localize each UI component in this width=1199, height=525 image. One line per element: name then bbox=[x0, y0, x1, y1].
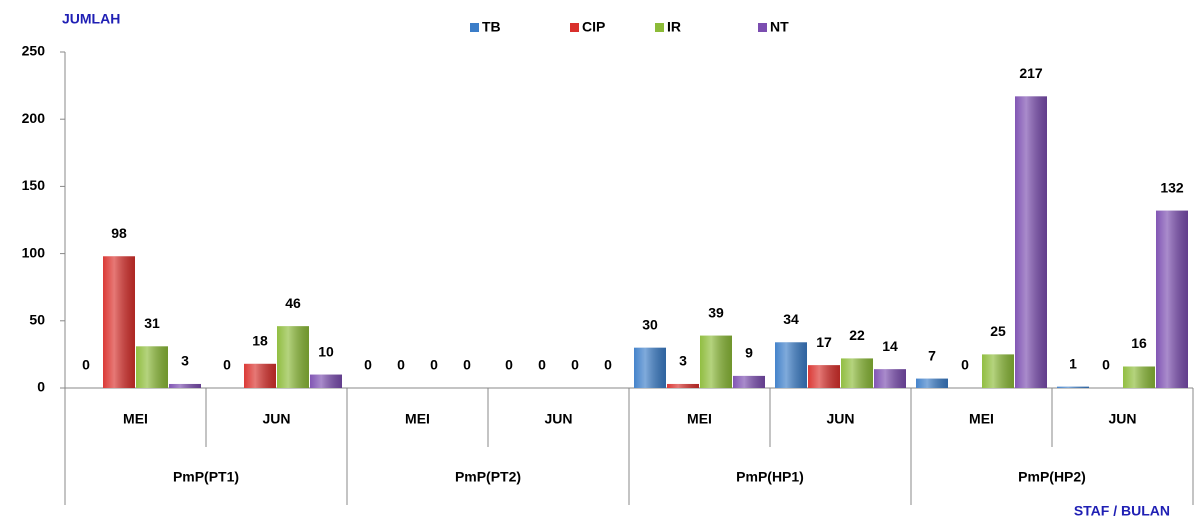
group-label: PmP(HP2) bbox=[1018, 469, 1086, 485]
data-label: 0 bbox=[397, 357, 405, 373]
legend-label: IR bbox=[667, 19, 681, 35]
legend-swatch bbox=[655, 23, 664, 32]
group-label: PmP(PT1) bbox=[173, 469, 239, 485]
x-tick-label: MEI bbox=[969, 411, 994, 427]
data-label: 25 bbox=[990, 323, 1006, 339]
bar-shine bbox=[700, 335, 732, 388]
data-label: 3 bbox=[679, 353, 687, 369]
data-label: 1 bbox=[1069, 355, 1077, 371]
data-label: 14 bbox=[882, 338, 898, 354]
legend-label: TB bbox=[482, 19, 501, 35]
legend-swatch bbox=[570, 23, 579, 32]
x-tick-label: JUN bbox=[544, 411, 572, 427]
data-label: 0 bbox=[961, 357, 969, 373]
bar-shine bbox=[244, 363, 276, 388]
group-label: PmP(HP1) bbox=[736, 469, 804, 485]
group-label: PmP(PT2) bbox=[455, 469, 521, 485]
y-tick-label: 100 bbox=[22, 244, 46, 260]
data-label: 0 bbox=[223, 357, 231, 373]
y-tick-label: 0 bbox=[37, 379, 45, 395]
data-label: 98 bbox=[111, 225, 127, 241]
x-tick-label: MEI bbox=[405, 411, 430, 427]
bar-shine bbox=[841, 358, 873, 388]
bar-shine bbox=[169, 383, 201, 388]
data-label: 0 bbox=[463, 357, 471, 373]
data-label: 0 bbox=[505, 357, 513, 373]
bar-shine bbox=[277, 326, 309, 388]
legend-swatch bbox=[758, 23, 767, 32]
bar-shine bbox=[634, 347, 666, 388]
data-label: 34 bbox=[783, 311, 799, 327]
data-label: 16 bbox=[1131, 335, 1147, 351]
bar-shine bbox=[103, 256, 135, 388]
y-tick-label: 150 bbox=[22, 177, 46, 193]
bar-shine bbox=[916, 378, 948, 388]
x-tick-label: MEI bbox=[123, 411, 148, 427]
y-tick-label: 200 bbox=[22, 110, 46, 126]
data-label: 46 bbox=[285, 295, 301, 311]
bar-shine bbox=[1015, 96, 1047, 389]
data-label: 0 bbox=[571, 357, 579, 373]
data-label: 22 bbox=[849, 327, 865, 343]
bar-shine bbox=[775, 342, 807, 388]
bar-shine bbox=[1123, 366, 1155, 388]
data-label: 0 bbox=[364, 357, 372, 373]
y-tick-label: 50 bbox=[29, 312, 45, 328]
data-label: 3 bbox=[181, 353, 189, 369]
data-label: 17 bbox=[816, 334, 832, 350]
data-label: 0 bbox=[604, 357, 612, 373]
data-label: 0 bbox=[430, 357, 438, 373]
bar-shine bbox=[136, 346, 168, 388]
data-label: 132 bbox=[1160, 179, 1184, 195]
y-tick-label: 250 bbox=[22, 43, 46, 59]
bar-shine bbox=[310, 374, 342, 388]
legend-swatch bbox=[470, 23, 479, 32]
x-tick-label: JUN bbox=[826, 411, 854, 427]
x-tick-label: MEI bbox=[687, 411, 712, 427]
y-axis-title: JUMLAH bbox=[62, 11, 120, 27]
x-axis-title: STAF / BULAN bbox=[1074, 503, 1170, 519]
x-tick-label: JUN bbox=[262, 411, 290, 427]
bar-shine bbox=[808, 365, 840, 388]
data-label: 10 bbox=[318, 343, 334, 359]
data-label: 31 bbox=[144, 315, 160, 331]
bar-shine bbox=[1057, 386, 1089, 388]
data-label: 7 bbox=[928, 347, 936, 363]
data-label: 9 bbox=[745, 345, 753, 361]
data-label: 217 bbox=[1019, 65, 1043, 81]
legend-label: CIP bbox=[582, 19, 605, 35]
data-label: 0 bbox=[1102, 357, 1110, 373]
bar-shine bbox=[874, 369, 906, 388]
bar-shine bbox=[1156, 210, 1188, 388]
data-label: 30 bbox=[642, 316, 658, 332]
data-label: 0 bbox=[538, 357, 546, 373]
bar-shine bbox=[982, 354, 1014, 388]
data-label: 39 bbox=[708, 304, 724, 320]
legend-label: NT bbox=[770, 19, 789, 35]
x-tick-label: JUN bbox=[1108, 411, 1136, 427]
data-label: 0 bbox=[82, 357, 90, 373]
bar-shine bbox=[733, 375, 765, 388]
bar-shine bbox=[667, 383, 699, 388]
data-label: 18 bbox=[252, 333, 268, 349]
